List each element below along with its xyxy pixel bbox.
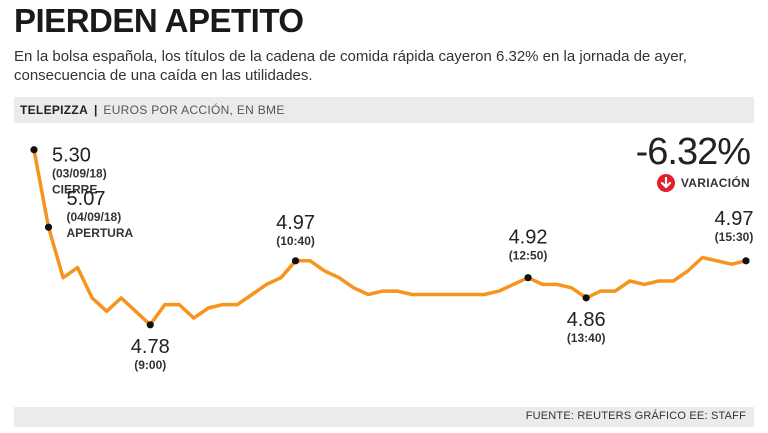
annotation-time: (13:40) bbox=[567, 331, 606, 345]
annotation-value: 4.78 bbox=[131, 336, 170, 358]
variation-label-row: VARIACIÓN bbox=[636, 174, 750, 192]
annotation-time: (15:30) bbox=[715, 230, 754, 244]
data-marker bbox=[291, 257, 300, 265]
annotation-value: 5.07 bbox=[67, 188, 106, 210]
annotation-time: (12:50) bbox=[509, 249, 548, 263]
annotation-markers bbox=[30, 146, 750, 329]
footer-bar: FUENTE: REUTERS GRÁFICO EE: STAFF bbox=[14, 407, 754, 427]
data-marker bbox=[742, 257, 750, 265]
annotation-value: 4.97 bbox=[276, 212, 315, 234]
annotation-time: (10:40) bbox=[276, 234, 315, 248]
data-marker bbox=[582, 294, 590, 302]
annotation-time: (9:00) bbox=[134, 358, 166, 372]
chart-title: PIERDEN APETITO bbox=[14, 2, 304, 39]
annotation-value: 4.97 bbox=[715, 208, 754, 230]
variation-value: -6.32% bbox=[635, 131, 751, 173]
annotation-value: 5.30 bbox=[52, 145, 91, 167]
chart-header-bar: TELEPIZZA | EUROS POR ACCIÓN, EN BME bbox=[14, 97, 754, 123]
data-marker bbox=[524, 274, 532, 282]
variation-label: VARIACIÓN bbox=[680, 176, 750, 190]
unit-label: EUROS POR ACCIÓN, EN BME bbox=[103, 103, 285, 117]
annotation-time: (04/09/18) bbox=[67, 210, 122, 224]
series-line bbox=[32, 147, 748, 327]
annotation-value: 4.92 bbox=[509, 227, 548, 249]
company-name: TELEPIZZA bbox=[20, 103, 89, 117]
annotation-note: CIERRE bbox=[52, 183, 97, 197]
variation-block: -6.32% VARIACIÓN bbox=[635, 131, 751, 192]
arrow-down-circle-icon bbox=[656, 174, 675, 192]
header-separator: | bbox=[94, 103, 98, 117]
data-marker bbox=[44, 223, 53, 231]
annotation-value: 4.86 bbox=[567, 309, 606, 331]
chart-subtitle: En la bolsa española, los títulos de la … bbox=[14, 48, 687, 84]
source-credit: FUENTE: REUTERS GRÁFICO EE: STAFF bbox=[525, 410, 746, 422]
data-marker bbox=[30, 146, 38, 154]
data-marker bbox=[146, 321, 154, 329]
annotation-time: (03/09/18) bbox=[52, 167, 107, 181]
annotation-note: APERTURA bbox=[67, 226, 134, 240]
